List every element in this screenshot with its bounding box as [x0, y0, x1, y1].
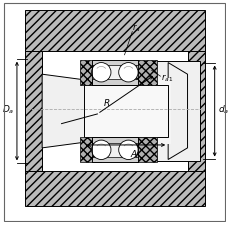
Bar — [91, 157, 137, 163]
Polygon shape — [167, 63, 187, 160]
Bar — [91, 138, 137, 143]
Circle shape — [118, 140, 137, 160]
Bar — [25, 171, 204, 206]
Bar — [25, 52, 42, 171]
Circle shape — [91, 140, 110, 160]
Bar — [136, 60, 157, 86]
Text: $r_{a1}$: $r_{a1}$ — [161, 72, 173, 83]
Bar — [91, 60, 137, 66]
Text: $d_a$: $d_a$ — [217, 103, 228, 116]
Bar — [91, 138, 137, 163]
Bar — [91, 60, 137, 86]
Bar — [91, 80, 137, 86]
Circle shape — [91, 63, 110, 83]
Text: $R$: $R$ — [103, 96, 110, 107]
Bar — [80, 60, 101, 86]
Bar — [83, 61, 199, 162]
Text: $D_a$: $D_a$ — [2, 103, 14, 116]
Text: $A$: $A$ — [129, 148, 137, 158]
Bar — [187, 52, 204, 171]
Circle shape — [118, 63, 137, 83]
Polygon shape — [42, 75, 85, 148]
Bar — [83, 86, 167, 138]
Bar — [136, 138, 157, 163]
Bar — [80, 138, 101, 163]
Bar — [83, 79, 170, 144]
Bar — [25, 11, 204, 52]
Text: $r_a$: $r_a$ — [132, 23, 140, 34]
